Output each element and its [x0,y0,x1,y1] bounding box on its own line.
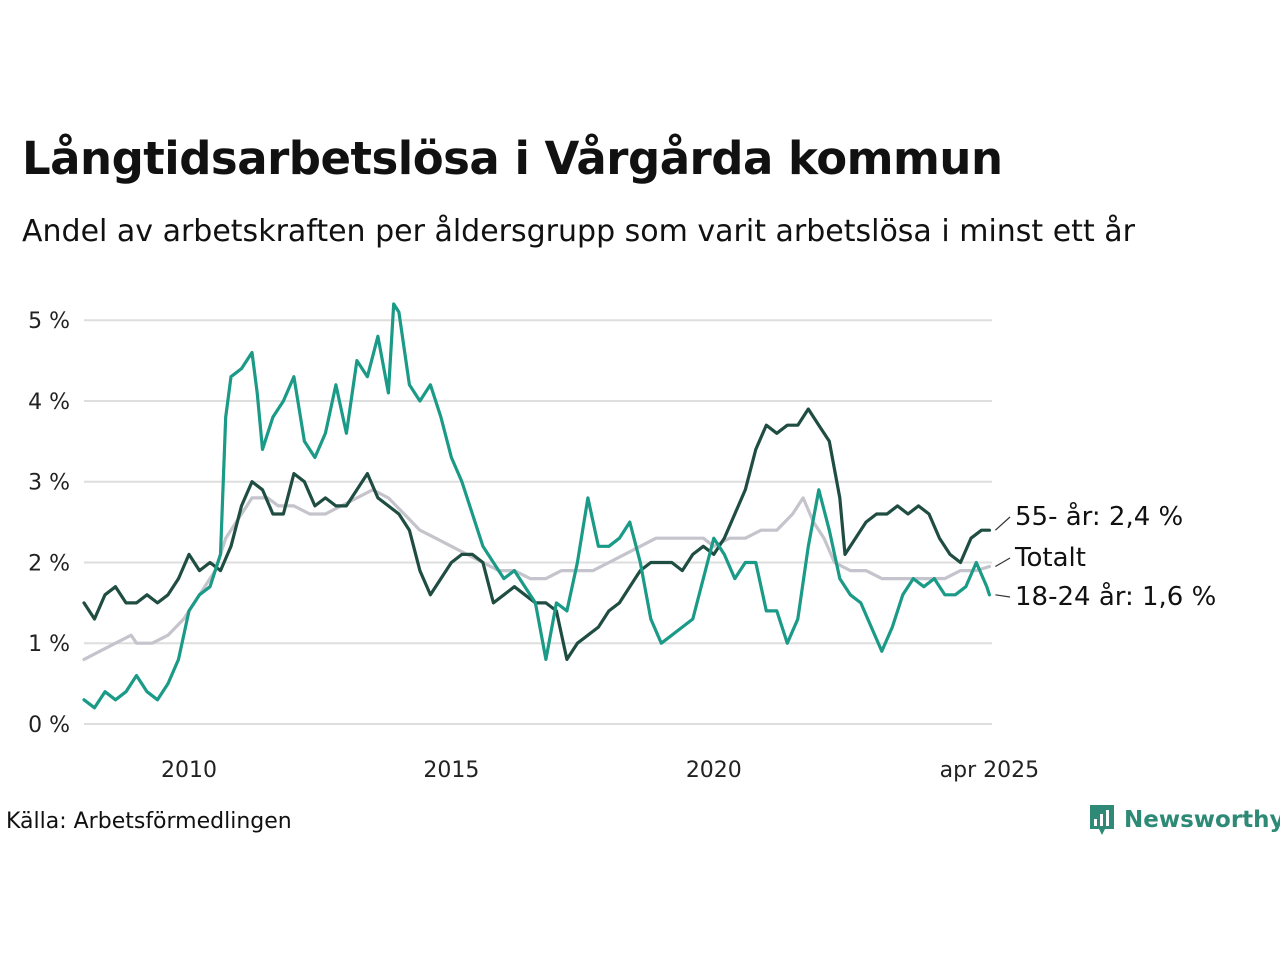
x-tick-label: 2010 [161,758,217,783]
y-tick-label: 5 % [28,309,70,334]
brand-logo: Newsworthy [1088,803,1280,837]
y-tick-label: 2 % [28,551,70,576]
y-tick-label: 0 % [28,713,70,738]
x-tick-label: apr 2025 [940,758,1039,783]
series-label-leader [995,557,1011,568]
y-tick-label: 3 % [28,471,70,496]
source-note: Källa: Arbetsförmedlingen [6,809,292,834]
series-end-label: 55- år: 2,4 % [1015,501,1183,532]
y-tick-label: 4 % [28,390,70,415]
bar-chart-logo-icon [1090,805,1114,835]
chart-title: Långtidsarbetslösa i Vårgårda kommun [22,132,1003,185]
brand-name: Newsworthy [1124,807,1280,833]
chart-subtitle: Andel av arbetskraften per åldersgrupp s… [22,214,1135,249]
series-label-leader [994,516,1011,531]
series-line-55-r [82,407,991,661]
y-tick-label: 1 % [28,632,70,657]
x-tick-label: 2015 [423,758,479,783]
series-label-leader [995,594,1011,598]
series-end-label: Totalt [1014,543,1086,573]
series-line-totalt [82,488,991,661]
x-tick-label: 2020 [686,758,742,783]
series-line-18-24-r [82,302,991,710]
series-end-label: 18-24 år: 1,6 % [1015,581,1216,612]
